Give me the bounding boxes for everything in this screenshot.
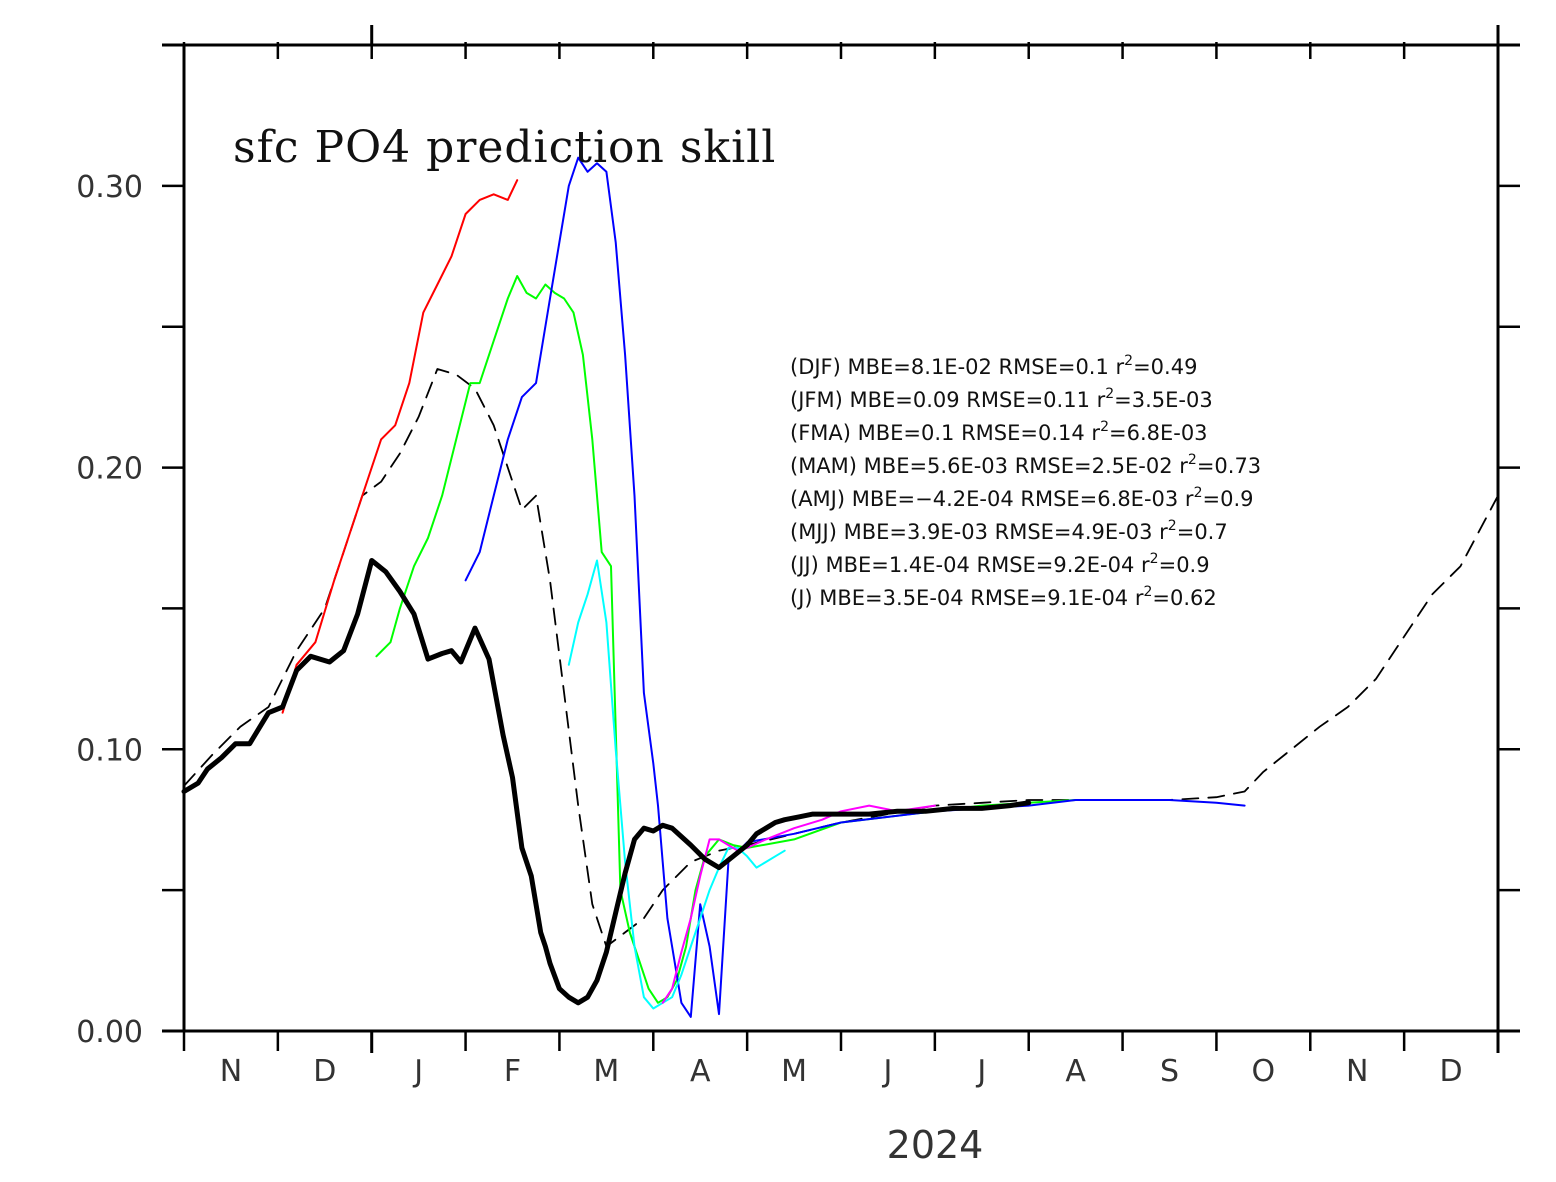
r-squared-superscript: 2 (1100, 419, 1109, 435)
r-squared-superscript: 2 (1150, 551, 1159, 567)
skill-stat-row: (AMJ) MBE=−4.2E-04 RMSE=6.8E-03 r2=0.9 (790, 485, 1253, 511)
series-line (661, 804, 936, 1004)
x-tick-label: M (593, 1054, 619, 1089)
r-squared-superscript: 2 (1124, 353, 1133, 369)
r-squared-value: =0.73 (1197, 454, 1261, 478)
skill-stat-row: (MJJ) MBE=3.9E-03 RMSE=4.9E-03 r2=0.7 (790, 518, 1228, 544)
x-tick-label: A (1065, 1054, 1086, 1089)
series-line (183, 368, 1499, 948)
skill-stat-season: (DJF) (790, 355, 848, 379)
skill-stat-values: MBE=5.6E-03 RMSE=2.5E-02 r (864, 454, 1189, 478)
y-tick-label: 0.10 (76, 733, 143, 768)
skill-stat-season: (FMA) (790, 421, 858, 445)
skill-stat-values: MBE=0.1 RMSE=0.14 r (858, 421, 1101, 445)
skill-stat-values: MBE=3.5E-04 RMSE=9.1E-04 r (819, 586, 1144, 610)
x-tick-label: M (781, 1054, 807, 1089)
skill-stat-season: (JJ) (790, 553, 825, 577)
skill-stat-row: (MAM) MBE=5.6E-03 RMSE=2.5E-02 r2=0.73 (790, 452, 1261, 478)
x-tick-label: S (1160, 1054, 1179, 1089)
skill-stat-season: (MAM) (790, 454, 864, 478)
r-squared-value: =3.5E-03 (1114, 388, 1213, 412)
series-lines (181, 156, 1499, 1018)
y-tick-label: 0.30 (76, 170, 143, 205)
series-line (567, 559, 786, 1010)
r-squared-value: =0.62 (1152, 586, 1216, 610)
skill-stat-season: (MJJ) (790, 520, 844, 544)
x-tick-label: F (504, 1054, 521, 1089)
x-tick-label: J (975, 1054, 986, 1089)
y-tick-label: 0.00 (76, 1015, 143, 1050)
y-tick-label: 0.20 (76, 452, 143, 487)
r-squared-value: =0.49 (1133, 355, 1197, 379)
r-squared-superscript: 2 (1105, 386, 1114, 402)
skill-stat-row: (J) MBE=3.5E-04 RMSE=9.1E-04 r2=0.62 (790, 584, 1217, 610)
x-axis-year-label: 2024 (887, 1123, 984, 1167)
x-tick-label: A (690, 1054, 711, 1089)
x-tick-label: J (412, 1054, 423, 1089)
r-squared-value: =0.9 (1159, 553, 1210, 577)
series-line (281, 179, 519, 714)
axis-ticks (162, 25, 1520, 1053)
x-tick-label: D (313, 1054, 336, 1089)
r-squared-value: =0.7 (1177, 520, 1228, 544)
r-squared-superscript: 2 (1188, 452, 1197, 468)
skill-stat-values: MBE=−4.2E-04 RMSE=6.8E-03 r (852, 487, 1194, 511)
chart-title: sfc PO4 prediction skill (233, 122, 776, 173)
skill-stat-values: MBE=8.1E-02 RMSE=0.1 r (848, 355, 1125, 379)
r-squared-superscript: 2 (1143, 584, 1152, 600)
x-tick-label: J (881, 1054, 892, 1089)
skill-stat-season: (J) (790, 586, 819, 610)
skill-stat-row: (DJF) MBE=8.1E-02 RMSE=0.1 r2=0.49 (790, 353, 1197, 379)
skill-stat-values: MBE=0.09 RMSE=0.11 r (849, 388, 1105, 412)
skill-stat-values: MBE=3.9E-03 RMSE=4.9E-03 r (844, 520, 1169, 544)
series-line (375, 275, 1124, 1004)
skill-stat-values: MBE=1.4E-04 RMSE=9.2E-04 r (825, 553, 1150, 577)
x-tick-label: D (1440, 1054, 1463, 1089)
skill-stat-row: (JFM) MBE=0.09 RMSE=0.11 r2=3.5E-03 (790, 386, 1213, 412)
skill-statistics: (DJF) MBE=8.1E-02 RMSE=0.1 r2=0.49(JFM) … (790, 353, 1261, 610)
x-tick-label: N (220, 1054, 242, 1089)
skill-stat-season: (JFM) (790, 388, 849, 412)
y-axis-tick-labels: 0.00 0.10 0.20 0.30 (76, 170, 143, 1050)
skill-stat-season: (AMJ) (790, 487, 852, 511)
series-line (181, 558, 1032, 1006)
x-tick-label: O (1252, 1054, 1276, 1089)
skill-stat-row: (JJ) MBE=1.4E-04 RMSE=9.2E-04 r2=0.9 (790, 551, 1210, 577)
r-squared-superscript: 2 (1168, 518, 1177, 534)
r-squared-superscript: 2 (1194, 485, 1203, 501)
skill-stat-row: (FMA) MBE=0.1 RMSE=0.14 r2=6.8E-03 (790, 419, 1208, 445)
r-squared-value: =6.8E-03 (1109, 421, 1208, 445)
x-tick-label: N (1346, 1054, 1368, 1089)
r-squared-value: =0.9 (1202, 487, 1253, 511)
